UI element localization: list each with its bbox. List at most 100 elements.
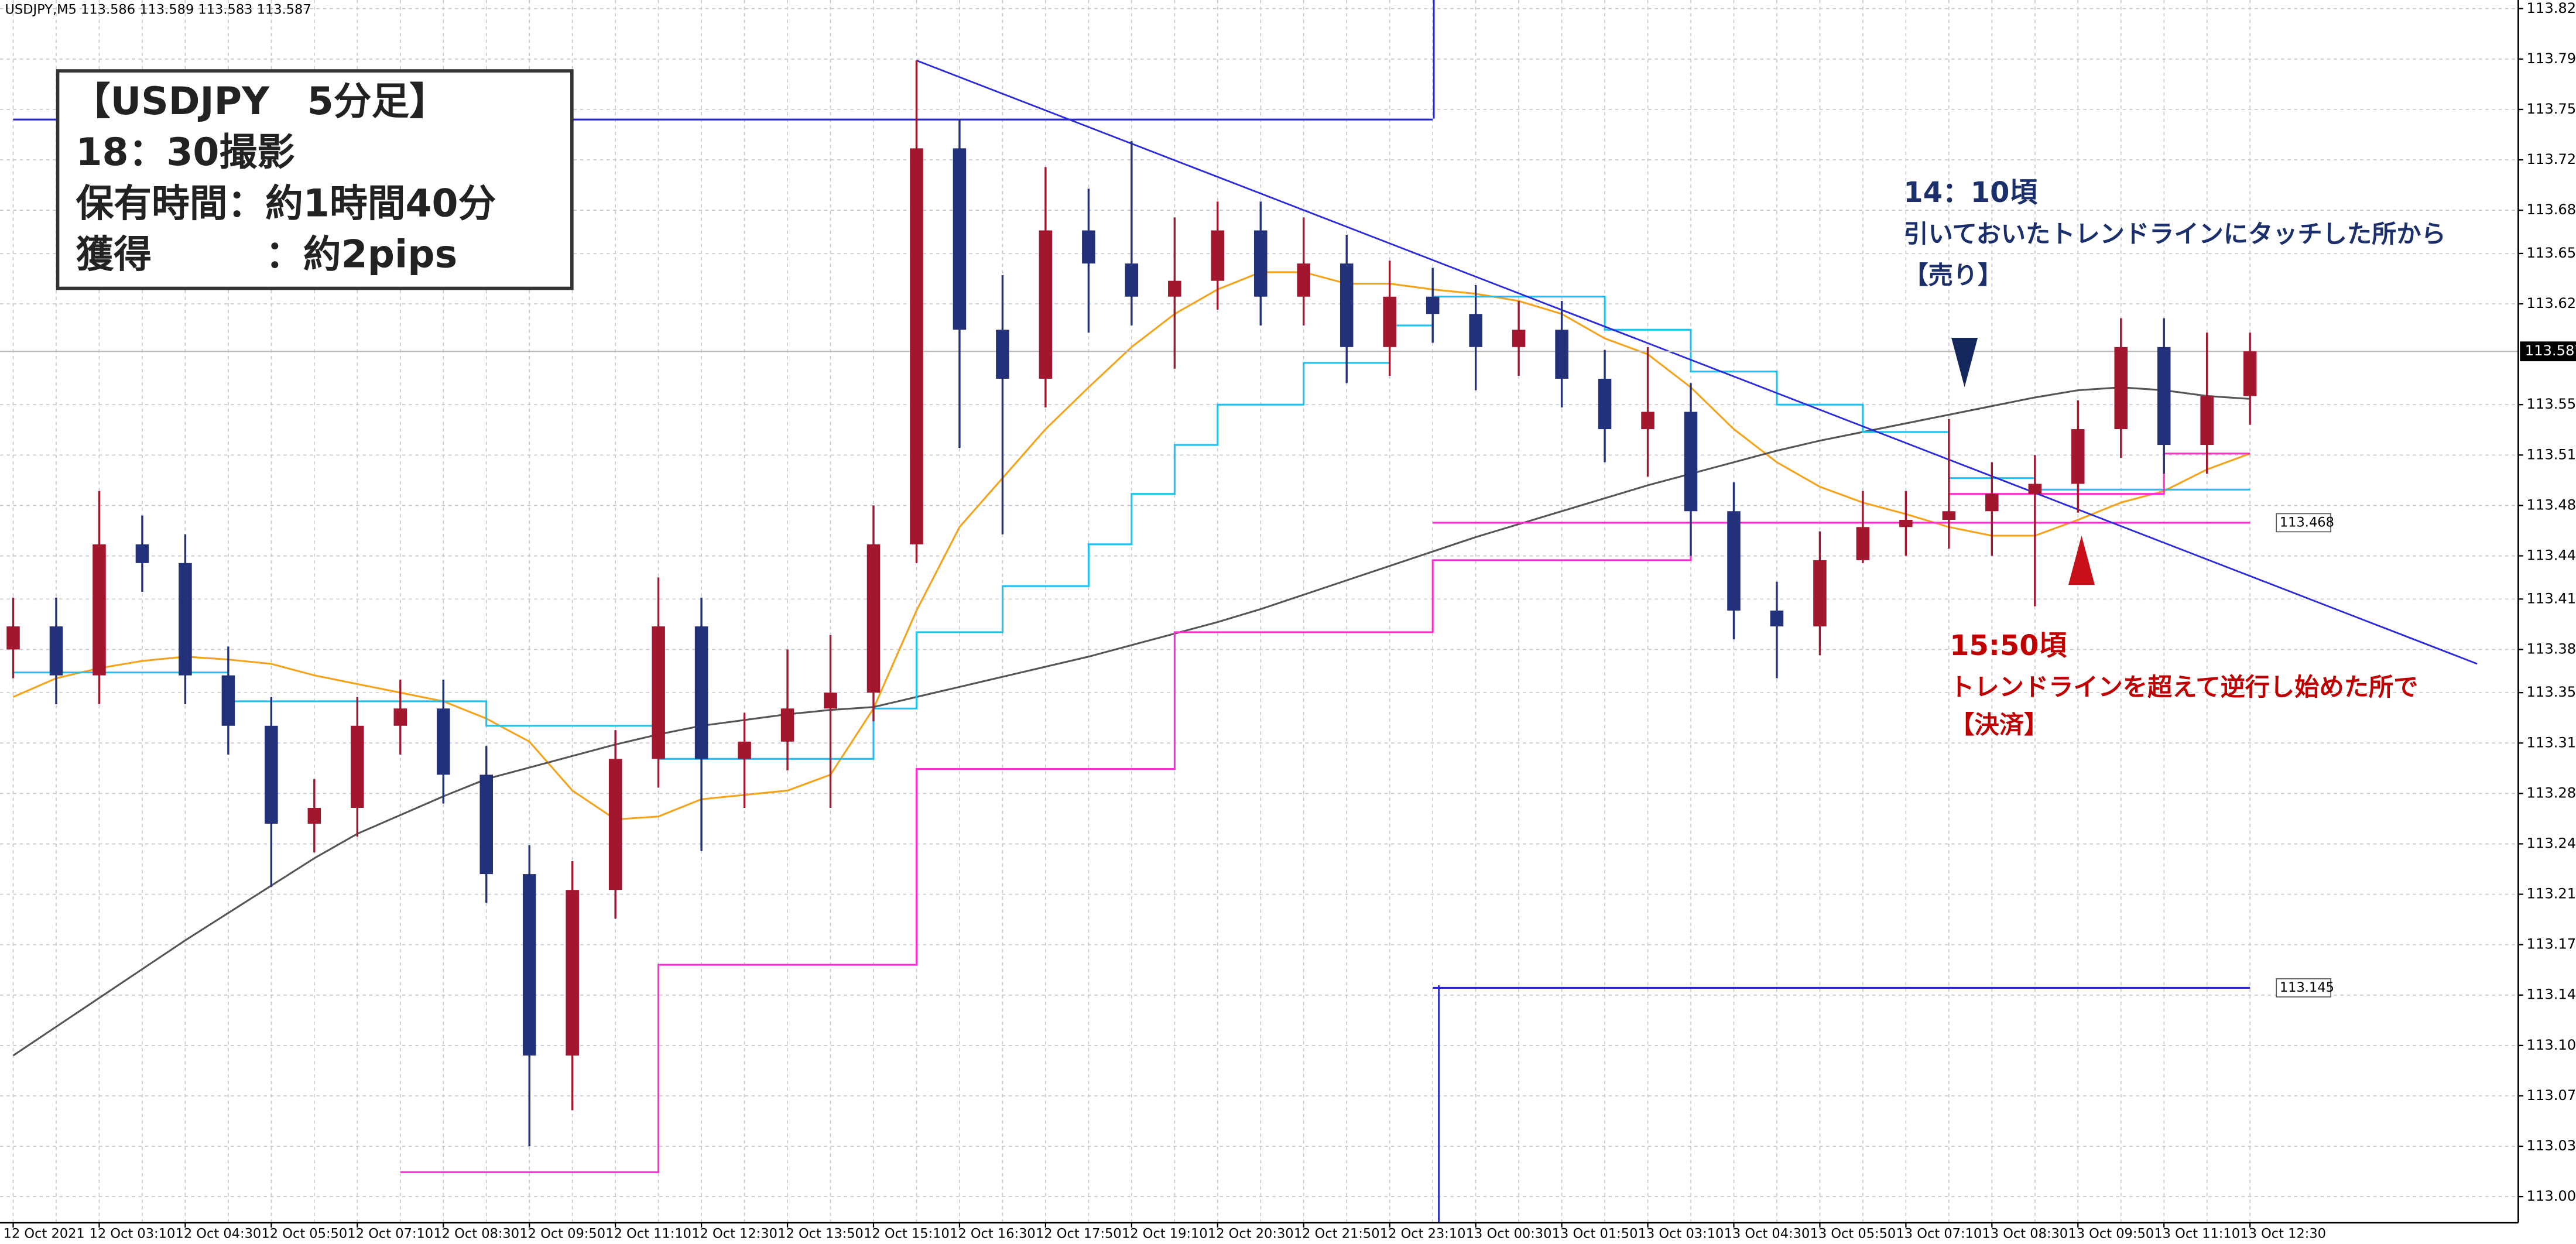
y-tick-label: 113.280 — [2527, 784, 2576, 801]
candle-body — [824, 693, 837, 709]
sell-marker — [1951, 337, 1978, 388]
y-tick-label: 113.210 — [2527, 886, 2576, 902]
y-tick-label: 113.685 — [2527, 201, 2576, 218]
candle-body — [1555, 330, 1568, 379]
y-tick-label: 113.175 — [2527, 936, 2576, 952]
x-tick-label: 12 Oct 12:30 — [691, 1226, 777, 1242]
indicator-line — [12, 386, 2250, 1057]
price-label: 113.145 — [2280, 980, 2334, 995]
x-tick-label: 12 Oct 15:10 — [864, 1226, 950, 1242]
x-tick-label: 13 Oct 12:30 — [2240, 1226, 2326, 1242]
y-tick-label: 113.445 — [2527, 547, 2576, 564]
close-marker — [2068, 535, 2095, 585]
y-tick-label: 113.140 — [2527, 986, 2576, 1003]
x-tick-label: 12 Oct 03:10 — [90, 1226, 176, 1242]
candle-body — [1426, 296, 1440, 314]
note-line: トレンドラインを超えて逆行し始めた所で — [1950, 673, 2418, 701]
labels: 113.000 113.035 113.070 113.105 113.140 113.1… — [4, 0, 2576, 1242]
candle-body — [1297, 263, 1311, 297]
candle-body — [479, 774, 493, 875]
y-tick-label: 113.000 — [2527, 1188, 2576, 1204]
candle-body — [1211, 230, 1225, 281]
x-tick-label: 12 Oct 16:30 — [950, 1226, 1036, 1242]
candle-body — [566, 890, 579, 1056]
x-tick-label: 13 Oct 08:30 — [1982, 1226, 2068, 1242]
y-tick-label: 113.550 — [2527, 396, 2576, 412]
y-tick-label: 113.480 — [2527, 496, 2576, 513]
y-tick-label: 113.720 — [2527, 151, 2576, 167]
candle-body — [780, 708, 794, 742]
candle-body — [1082, 230, 1095, 264]
candle-body — [221, 675, 235, 726]
y-tick-label: 113.035 — [2527, 1137, 2576, 1154]
x-tick-label: 13 Oct 01:50 — [1552, 1226, 1638, 1242]
candle-body — [1813, 560, 1827, 627]
candle-body — [93, 544, 106, 676]
candle-body — [2200, 396, 2214, 445]
y-tick-label: 113.825 — [2527, 0, 2576, 16]
y-tick-label: 113.755 — [2527, 101, 2576, 117]
y-tick-label: 113.245 — [2527, 835, 2576, 851]
grid — [0, 0, 2523, 1228]
price-label-box — [2276, 513, 2331, 533]
price-label: 113.468 — [2280, 515, 2334, 530]
candle-body — [1383, 296, 1396, 347]
candle-body — [1770, 610, 1784, 627]
x-tick-label: 12 Oct 19:10 — [1122, 1226, 1208, 1242]
x-tick-label: 12 Oct 09:50 — [519, 1226, 605, 1242]
x-tick-label: 12 Oct 07:10 — [347, 1226, 433, 1242]
candle-body — [866, 544, 881, 693]
candle-body — [393, 708, 407, 726]
indicator-line — [13, 296, 2250, 760]
note-line: 【売り】 — [1903, 261, 2002, 289]
info-line: 【USDJPY 5分足】 — [73, 80, 447, 124]
current-price-box — [2520, 341, 2576, 362]
info-line: 保有時間：約1時間40分 — [76, 181, 496, 225]
candle-body — [49, 626, 63, 676]
current-price-label: 113.587 — [2525, 342, 2576, 359]
candle-body — [910, 148, 923, 544]
candle-body — [135, 544, 149, 563]
y-tick-label: 113.415 — [2527, 590, 2576, 606]
x-tick-label: 12 Oct 11:10 — [605, 1226, 691, 1242]
sell-note: 14：10頃 引いておいたトレンドラインにタッチした所から 【売り】 — [1903, 177, 2445, 289]
x-tick-label: 13 Oct 07:10 — [1896, 1226, 1982, 1242]
candle-body — [1856, 527, 1870, 560]
x-tick-label: 12 Oct 17:50 — [1036, 1226, 1122, 1242]
candle-body — [522, 874, 536, 1056]
candle-body — [1039, 230, 1053, 379]
x-tick-label: 12 Oct 08:30 — [433, 1226, 519, 1242]
info-line: 獲得 ：約2pips — [76, 233, 457, 277]
note-line: 14：10頃 — [1903, 177, 2037, 209]
candle-body — [437, 708, 450, 775]
x-tick-label: 12 Oct 20:30 — [1208, 1226, 1294, 1242]
candle-body — [265, 725, 278, 824]
candle-body — [1340, 263, 1354, 347]
y-tick-label: 113.070 — [2527, 1087, 2576, 1104]
y-tick-label: 113.515 — [2527, 446, 2576, 462]
candles — [6, 60, 2257, 1147]
indicators — [0, 0, 2519, 1223]
close-note: 15:50頃 トレンドラインを超えて逆行し始めた所で 【決済】 — [1950, 630, 2418, 739]
candle-body — [6, 626, 20, 650]
candle-body — [996, 330, 1009, 379]
y-tick-label: 113.620 — [2527, 295, 2576, 311]
candle-body — [1985, 494, 1999, 512]
x-tick-label: 13 Oct 03:10 — [1638, 1226, 1724, 1242]
candle-body — [2114, 347, 2128, 430]
candle-body — [179, 563, 192, 676]
x-tick-label: 13 Oct 09:50 — [2068, 1226, 2154, 1242]
trendline — [916, 60, 2478, 665]
candle-body — [1942, 511, 1956, 520]
candle-body — [1641, 412, 1654, 430]
candle-body — [2071, 429, 2085, 484]
y-tick-label: 113.790 — [2527, 50, 2576, 67]
info-box-frame — [56, 69, 574, 290]
x-tick-label: 13 Oct 05:50 — [1810, 1226, 1896, 1242]
x-tick-label: 12 Oct 05:50 — [261, 1226, 347, 1242]
candle-body — [1598, 378, 1612, 430]
candle-body — [1168, 280, 1181, 297]
x-tick-label: 13 Oct 11:10 — [2154, 1226, 2240, 1242]
